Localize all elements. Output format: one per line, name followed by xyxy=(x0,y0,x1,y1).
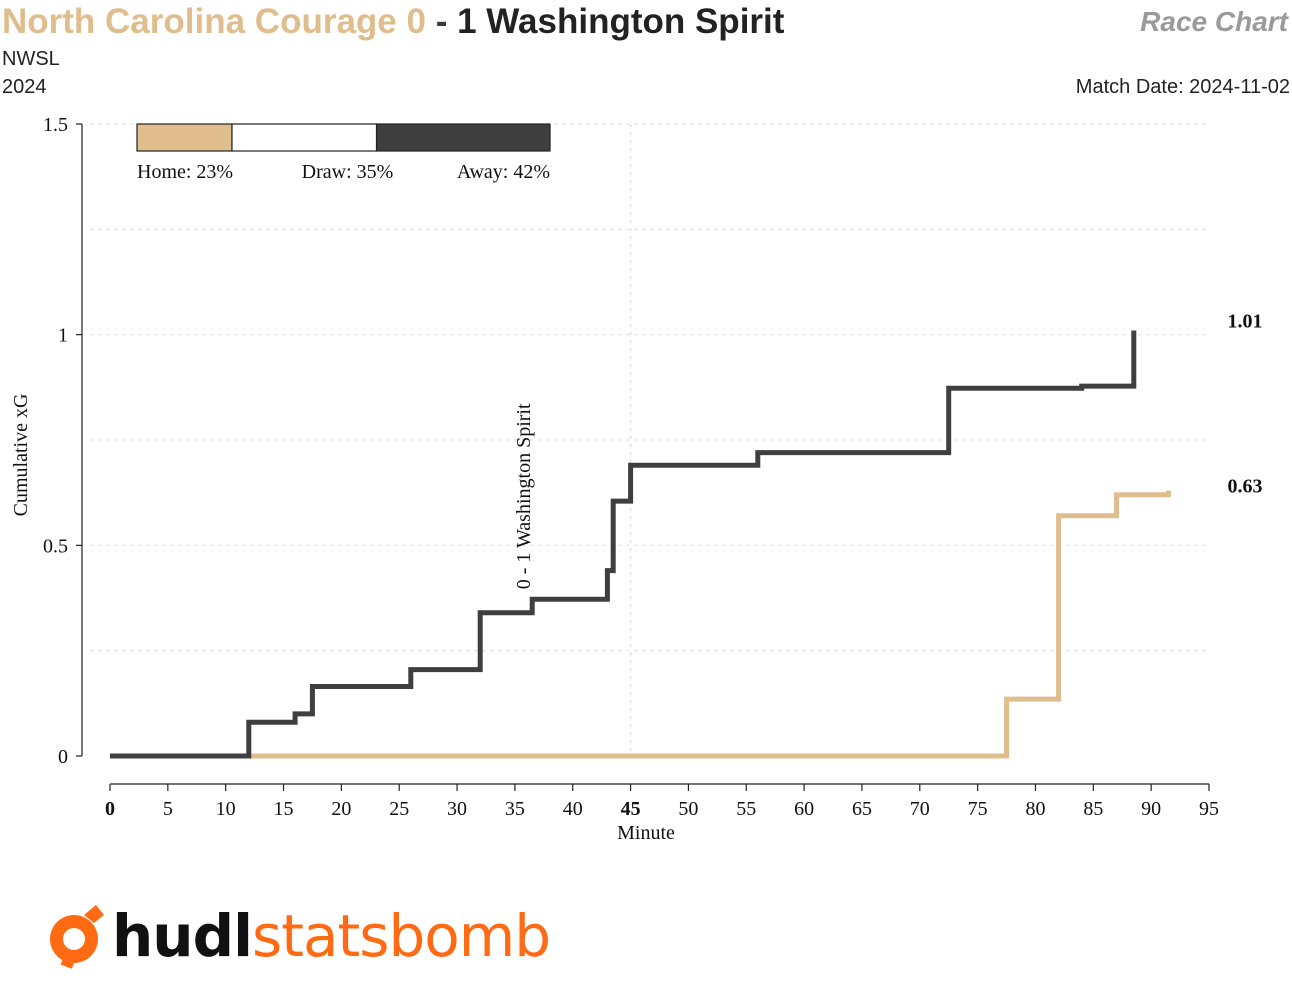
hudl-statsbomb-logo: hudl statsbomb xyxy=(44,896,551,976)
x-tick-label: 80 xyxy=(1025,798,1045,820)
home-score: 0 xyxy=(406,2,426,41)
x-tick-label: 45 xyxy=(621,798,641,820)
labels: 0.63 1.01 0 - 1 Washington Spirit xyxy=(513,310,1262,589)
away-xg-line xyxy=(110,330,1137,759)
y-tick-label: 0.5 xyxy=(43,535,68,557)
x-tick-label: 85 xyxy=(1083,798,1103,820)
home-probability-label: Home: 23% xyxy=(137,161,233,183)
draw-probability-segment xyxy=(231,123,378,152)
win-probability-bar: Home: 23% Draw: 35% Away: 42% xyxy=(136,123,551,183)
home-team-name: North Carolina Courage xyxy=(2,2,397,41)
match-title: North Carolina Courage 0 - 1 Washington … xyxy=(2,0,784,44)
home-final-xg-label: 0.63 xyxy=(1228,476,1263,498)
x-tick-label: 60 xyxy=(794,798,814,820)
y-axis-title: Cumulative xG xyxy=(10,394,32,517)
away-probability-label: Away: 42% xyxy=(457,161,550,183)
away-final-xg-label: 1.01 xyxy=(1228,310,1263,332)
x-tick-label: 20 xyxy=(331,798,351,820)
y-tick-label: 1 xyxy=(58,325,68,347)
chart-type-label: Race Chart xyxy=(1140,6,1288,37)
x-tick-label: 25 xyxy=(389,798,409,820)
y-tick-label: 0 xyxy=(58,746,68,768)
home-xg-line xyxy=(110,490,1171,759)
statsbomb-logo-icon xyxy=(50,905,104,969)
x-tick-label: 35 xyxy=(505,798,525,820)
draw-probability-label: Draw: 35% xyxy=(302,161,394,183)
logo-text-statsbomb: statsbomb xyxy=(251,902,551,970)
x-tick-label: 75 xyxy=(968,798,988,820)
axes: 0 0.5 1 1.5 0 5 10 15 20 25 30 35 40 45 50 55 60 65 70 75 80… xyxy=(43,114,1219,820)
x-tick-label: 0 xyxy=(105,798,115,820)
away-team-name: Washington Spirit xyxy=(486,2,785,41)
logo-text-hudl: hudl xyxy=(112,902,253,970)
x-tick-label: 30 xyxy=(447,798,467,820)
competition-label: NWSL xyxy=(2,48,60,70)
x-tick-label: 5 xyxy=(163,798,173,820)
x-tick-label: 70 xyxy=(910,798,930,820)
goal-annotation: 0 - 1 Washington Spirit xyxy=(513,403,535,589)
away-probability-segment xyxy=(375,123,551,152)
grid xyxy=(90,123,1209,756)
x-tick-label: 55 xyxy=(736,798,756,820)
x-tick-label: 90 xyxy=(1141,798,1161,820)
x-tick-label: 15 xyxy=(274,798,294,820)
x-tick-label: 50 xyxy=(678,798,698,820)
season-label: 2024 xyxy=(2,76,47,98)
x-tick-label: 10 xyxy=(216,798,236,820)
x-tick-label: 65 xyxy=(852,798,872,820)
series xyxy=(110,330,1171,759)
y-tick-label: 1.5 xyxy=(43,114,68,136)
x-axis-title: Minute xyxy=(617,822,675,844)
x-tick-label: 40 xyxy=(563,798,583,820)
x-tick-label: 95 xyxy=(1199,798,1219,820)
score-separator: - xyxy=(435,2,448,41)
away-score: 1 xyxy=(457,2,477,41)
match-date: Match Date: 2024-11-02 xyxy=(1075,76,1290,98)
home-probability-segment xyxy=(136,123,233,152)
